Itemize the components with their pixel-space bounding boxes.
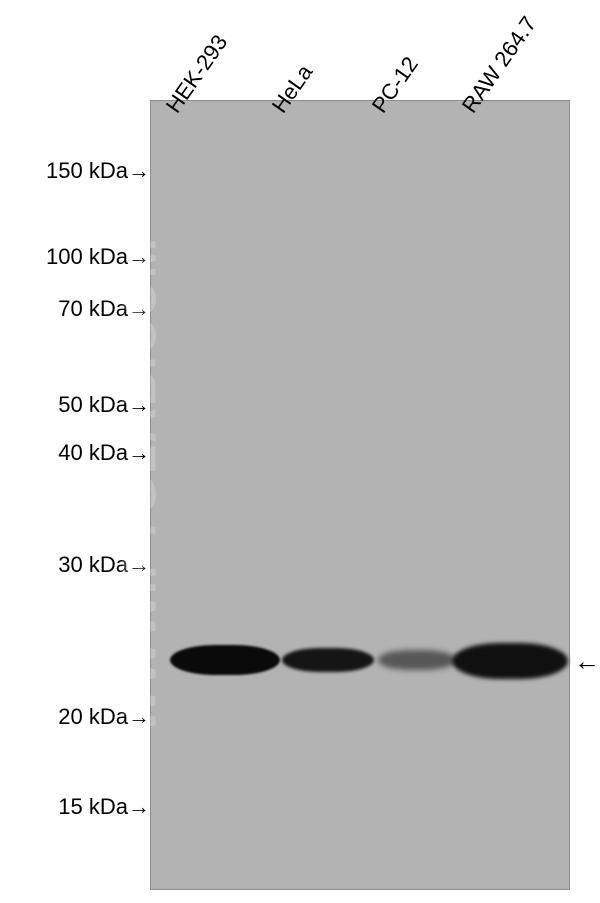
protein-band <box>378 650 456 670</box>
marker-label: 15 kDa→ <box>58 794 150 820</box>
figure-canvas: HEK-293HeLaPC-12RAW 264.7 150 kDa→100 kD… <box>0 0 600 903</box>
marker-label: 150 kDa→ <box>46 158 150 184</box>
band-indicator-arrow: ← <box>574 648 600 674</box>
protein-band <box>282 648 374 672</box>
western-blot-membrane <box>150 100 570 890</box>
protein-band <box>452 643 568 679</box>
watermark-text: WWW.PTGLAB.COM <box>113 274 168 734</box>
protein-band <box>170 645 280 675</box>
